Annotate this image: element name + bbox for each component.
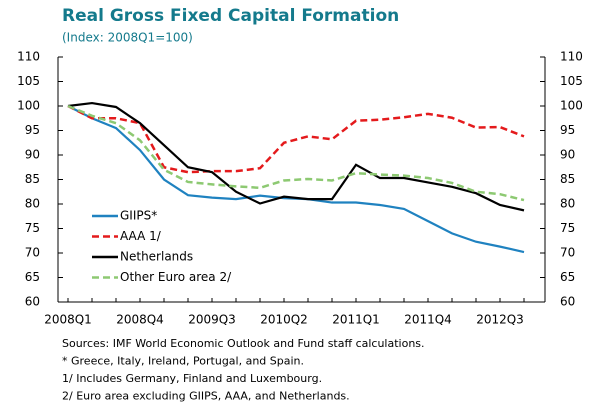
y2-tick-label: 75 [560,221,575,235]
y-tick-label: 110 [17,50,40,64]
y2-tick-label: 70 [560,246,575,260]
chart-subtitle: (Index: 2008Q1=100) [62,31,193,45]
x-tick-label: 2011Q1 [332,313,380,327]
series-line [67,104,525,202]
legend-label: Other Euro area 2/ [120,270,232,284]
x-tick-label: 2009Q3 [188,313,236,327]
y-tick-label: 100 [17,99,40,113]
y-tick-label: 65 [25,270,40,284]
y2-tick-label: 85 [560,172,575,186]
y2-tick-label: 105 [560,74,583,88]
footnote: 1/ Includes Germany, Finland and Luxembo… [62,372,322,385]
y-tick-label: 75 [25,221,40,235]
x-tick-label: 2010Q2 [260,313,308,327]
y2-tick-label: 95 [560,123,575,137]
y-tick-label: 105 [17,74,40,88]
y-tick-label: 90 [25,148,40,162]
y-tick-label: 80 [25,197,40,211]
series-line [67,104,525,174]
footnote: Sources: IMF World Economic Outlook and … [62,337,425,350]
series-line [67,101,525,212]
chart-title: Real Gross Fixed Capital Formation [62,6,399,26]
y2-tick-label: 100 [560,99,583,113]
y-tick-label: 60 [25,295,40,309]
legend-label: Netherlands [120,250,193,264]
y2-tick-label: 110 [560,50,583,64]
y-tick-label: 85 [25,172,40,186]
y2-tick-label: 65 [560,270,575,284]
y-tick-label: 95 [25,123,40,137]
y2-tick-label: 90 [560,148,575,162]
legend-label: AAA 1/ [120,229,162,243]
footnote: 2/ Euro area excluding GIIPS, AAA, and N… [62,390,350,403]
y2-tick-label: 80 [560,197,575,211]
x-tick-label: 2012Q3 [476,313,524,327]
x-tick-label: 2008Q1 [44,313,92,327]
x-tick-label: 2008Q4 [116,313,164,327]
x-tick-label: 2011Q4 [404,313,452,327]
footnote: * Greece, Italy, Ireland, Portugal, and … [62,355,304,368]
legend-label: GIIPS* [120,209,157,223]
y-tick-label: 70 [25,246,40,260]
y2-tick-label: 60 [560,295,575,309]
